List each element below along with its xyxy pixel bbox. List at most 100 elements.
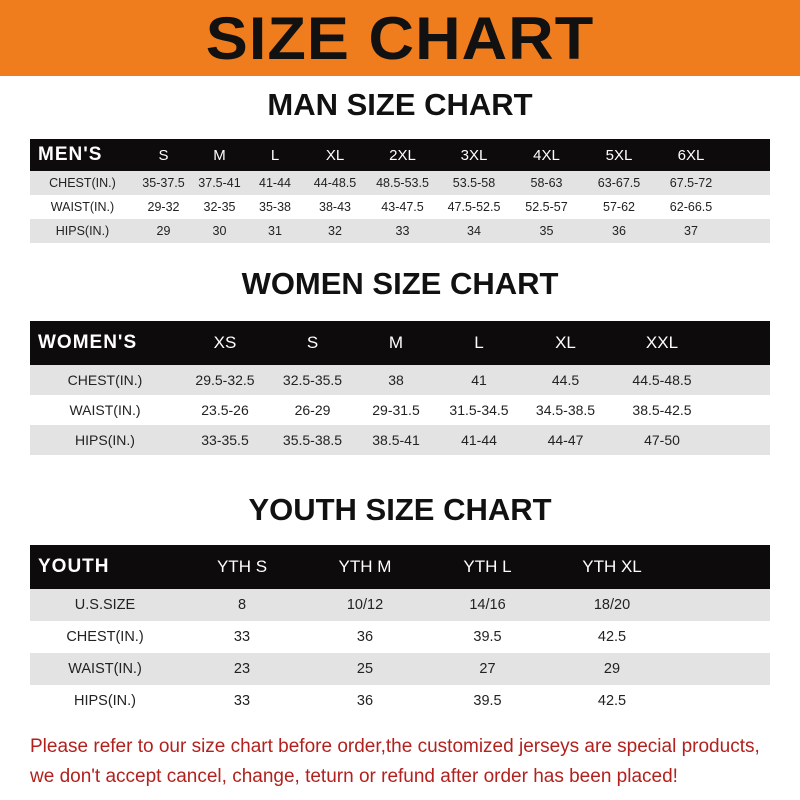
cell: 29-32 <box>147 200 180 214</box>
cell: XS <box>213 333 237 352</box>
cell: 2XL <box>389 146 416 164</box>
cell: 34 <box>467 224 481 238</box>
cell: 37 <box>684 224 698 238</box>
youth-chart-title: YOUTH SIZE CHART <box>248 492 552 527</box>
cell: 4XL <box>533 146 560 164</box>
table-row: CHEST(IN.) 33 36 39.5 42.5 <box>30 621 770 653</box>
cell: 36 <box>356 629 374 645</box>
cell: 48.5-53.5 <box>376 176 429 190</box>
header-row: WOMEN'S XS S M L XL XXL <box>30 321 770 365</box>
cell: L <box>474 333 484 352</box>
cell: M <box>213 146 226 164</box>
header-row: YOUTH YTH S YTH M YTH L YTH XL <box>30 545 770 589</box>
cell: 34.5-38.5 <box>535 402 596 418</box>
cell: 18/20 <box>593 597 631 613</box>
cell: 25 <box>356 661 374 677</box>
cell: 39.5 <box>473 693 502 709</box>
cell: 52.5-57 <box>525 200 568 214</box>
table-row: CHEST(IN.) 29.5-32.5 32.5-35.5 38 41 44.5 44.5… <box>30 365 770 395</box>
cell: 42.5 <box>597 693 627 709</box>
table-row: WAIST(IN.) 29-32 32-35 35-38 38-43 43-47.5 47.… <box>30 195 770 219</box>
women-chart-title: WOMEN SIZE CHART <box>241 266 559 301</box>
table-row: WAIST(IN.) 23 25 27 29 <box>30 653 770 685</box>
cell: 38-43 <box>319 200 351 214</box>
table-row: U.S.SIZE 8 10/12 14/16 18/20 <box>30 589 770 621</box>
header-row: MEN'S S M L XL 2XL 3XL 4XL 5XL 6XL <box>30 139 770 171</box>
table-row: HIPS(IN.) 33 36 39.5 42.5 <box>30 685 770 717</box>
cell: 33 <box>233 693 251 709</box>
cell: L <box>270 146 280 164</box>
cell: 29.5-32.5 <box>195 372 255 388</box>
cell: 39.5 <box>473 629 502 645</box>
banner: SIZE CHART <box>0 0 800 76</box>
cell: 23.5-26 <box>201 402 249 418</box>
cell: 33-35.5 <box>201 432 249 448</box>
row-label: CHEST(IN.) <box>49 176 116 190</box>
cell: 5XL <box>605 146 633 164</box>
cell: S <box>306 333 319 352</box>
page-title: SIZE CHART <box>205 4 595 72</box>
cell: 67.5-72 <box>669 176 713 190</box>
notice-line-1: Please refer to our size chart before or… <box>30 736 760 757</box>
cell: 41-44 <box>259 176 291 190</box>
cell: 47.5-52.5 <box>447 200 501 214</box>
row-label: U.S.SIZE <box>74 597 136 613</box>
cell: 38 <box>388 372 404 388</box>
cell: YTH M <box>338 557 392 576</box>
table-row: HIPS(IN.) 29 30 31 32 33 34 35 36 37 <box>30 219 770 243</box>
cell: 47-50 <box>644 432 680 448</box>
cell: 53.5-58 <box>452 176 496 190</box>
cell: 36 <box>612 224 626 238</box>
row-label: CHEST(IN.) <box>67 372 143 388</box>
table-row: WAIST(IN.) 23.5-26 26-29 29-31.5 31.5-34.5 34… <box>30 395 770 425</box>
cell: 3XL <box>460 146 488 164</box>
cell: 33 <box>233 629 251 645</box>
cell: 43-47.5 <box>381 200 424 214</box>
row-label: YOUTH <box>38 556 110 577</box>
cell: 44.5 <box>551 372 580 388</box>
cell: 29-31.5 <box>372 402 420 418</box>
cell: XL <box>325 146 345 164</box>
cell: 32-35 <box>203 200 236 214</box>
row-label: HIPS(IN.) <box>73 693 137 709</box>
row-label: HIPS(IN.) <box>75 432 135 448</box>
cell: 31.5-34.5 <box>449 402 509 418</box>
row-label: WAIST(IN.) <box>50 200 115 214</box>
cell: 23 <box>233 661 251 677</box>
cell: 62-66.5 <box>669 200 713 214</box>
row-label: MEN'S <box>38 144 103 165</box>
cell: 35-38 <box>259 200 291 214</box>
cell: 10/12 <box>346 597 384 613</box>
cell: 41-44 <box>461 432 497 448</box>
cell: 27 <box>479 661 496 677</box>
row-label: HIPS(IN.) <box>55 224 110 238</box>
cell: 8 <box>237 597 247 613</box>
cell: 35-37.5 <box>142 176 185 190</box>
cell: YTH XL <box>582 557 642 576</box>
table-row: CHEST(IN.) 35-37.5 37.5-41 41-44 44-48.5 48.5… <box>30 171 770 195</box>
cell: 63-67.5 <box>597 176 641 190</box>
men-chart-title: MAN SIZE CHART <box>267 87 533 122</box>
cell: 29 <box>156 224 171 238</box>
cell: 29 <box>603 661 621 677</box>
table-row: HIPS(IN.) 33-35.5 35.5-38.5 38.5-41 41-44 44-… <box>30 425 770 455</box>
men-size-table: MEN'S S M L XL 2XL 3XL 4XL 5XL 6XL CHEST(IN.) 35-37… <box>30 139 770 243</box>
cell: XL <box>555 333 576 352</box>
cell: 38.5-41 <box>372 432 420 448</box>
row-label: CHEST(IN.) <box>66 629 144 645</box>
cell: 42.5 <box>597 629 627 645</box>
cell: 38.5-42.5 <box>632 402 692 418</box>
notice-line-2: we don't accept cancel, change, teturn o… <box>30 766 678 787</box>
cell: 32.5-35.5 <box>282 372 343 388</box>
row-label: WOMEN'S <box>38 332 138 353</box>
order-notice: Please refer to our size chart before or… <box>30 732 790 792</box>
cell: 32 <box>328 224 342 238</box>
cell: 58-63 <box>530 176 563 190</box>
cell: 44-48.5 <box>313 176 357 190</box>
cell: 35 <box>539 224 554 238</box>
women-size-table: WOMEN'S XS S M L XL XXL CHEST(IN.) 29.5-32.5 32.5… <box>30 321 770 455</box>
cell: 35.5-38.5 <box>282 432 343 448</box>
cell: YTH S <box>216 557 268 576</box>
cell: 44-47 <box>547 432 584 448</box>
cell: YTH L <box>463 557 512 576</box>
